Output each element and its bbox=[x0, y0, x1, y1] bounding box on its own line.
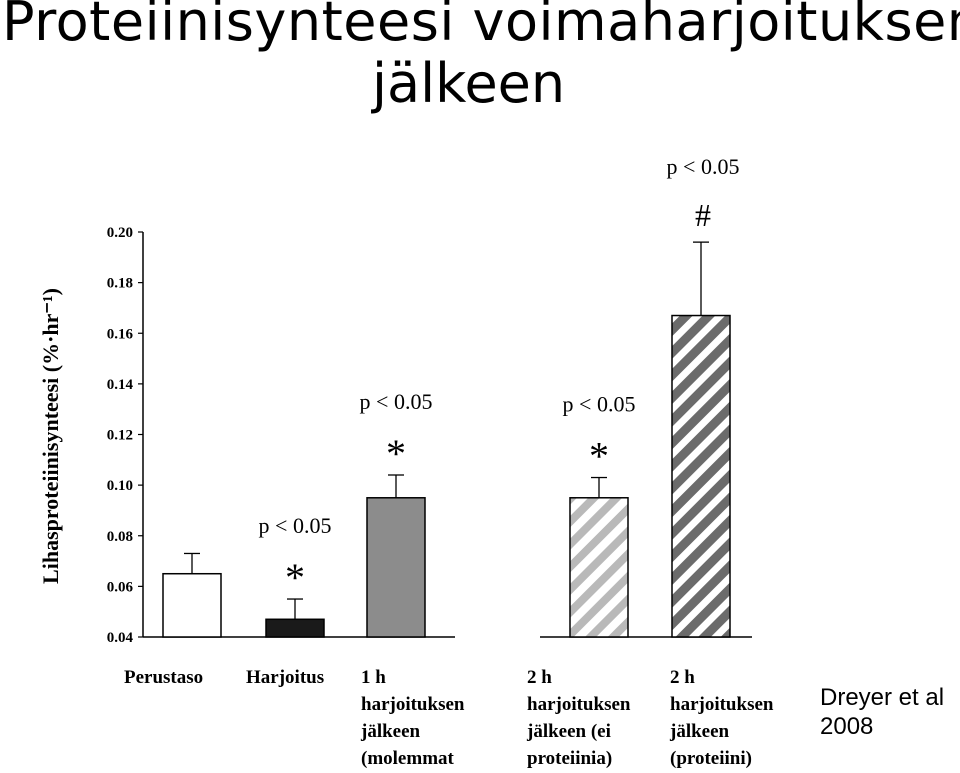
x-category-label: 2 h bbox=[527, 667, 552, 688]
y-tick-label: 0.06 bbox=[107, 579, 134, 595]
significance-mark: * bbox=[386, 431, 406, 476]
title-line-1: Proteiinisynteesi voimaharjoituksen bbox=[2, 0, 960, 53]
y-tick-label: 0.04 bbox=[107, 630, 134, 646]
bar bbox=[265, 618, 325, 638]
significance-mark: * bbox=[589, 434, 609, 479]
x-category-label: (proteiini) bbox=[670, 748, 752, 769]
y-tick-label: 0.08 bbox=[107, 529, 133, 545]
y-tick-label: 0.12 bbox=[107, 428, 133, 444]
y-tick-label: 0.14 bbox=[107, 377, 134, 393]
p-value-label: p < 0.05 bbox=[667, 154, 740, 179]
slide-title: Proteiinisynteesi voimaharjoituksen jälk… bbox=[0, 0, 960, 114]
x-category-label: harjoituksen bbox=[527, 694, 631, 715]
bar bbox=[671, 314, 731, 638]
bar bbox=[366, 497, 426, 638]
p-value-label: p < 0.05 bbox=[563, 392, 636, 417]
y-tick-label: 0.20 bbox=[107, 225, 133, 241]
bar bbox=[162, 572, 222, 638]
x-category-label: Perustaso bbox=[124, 667, 203, 688]
x-category-label: proteiinia) bbox=[527, 748, 612, 769]
x-category-label: 1 h bbox=[361, 667, 386, 688]
x-category-label: harjoituksen bbox=[670, 694, 774, 715]
y-tick-label: 0.18 bbox=[107, 276, 133, 292]
y-axis-title: Lihasproteiinisynteesi (%·hr⁻¹) bbox=[38, 288, 63, 584]
p-value-label: p < 0.05 bbox=[259, 513, 332, 538]
p-value-label: p < 0.05 bbox=[360, 389, 433, 414]
chart-bars bbox=[162, 241, 731, 638]
significance-mark: * bbox=[285, 555, 305, 600]
chart-axes: 0.04 0.06 0.08 0.10 0.12 0.14 0.16 0.18 0.20 Liha… bbox=[38, 225, 752, 646]
y-tick-label: 0.10 bbox=[107, 478, 133, 494]
title-line-2: jälkeen bbox=[372, 52, 566, 115]
bar bbox=[569, 497, 629, 638]
citation-author: Dreyer et al bbox=[820, 684, 945, 711]
x-category-label: (molemmat bbox=[361, 748, 455, 769]
y-tick-label: 0.16 bbox=[107, 326, 134, 342]
citation-year: 2008 bbox=[820, 713, 874, 740]
x-category-label: 2 h bbox=[670, 667, 695, 688]
x-category-label: jälkeen (ei bbox=[526, 721, 611, 742]
chart-labels: * p < 0.05 * p < 0.05 * p < 0.05 # p < 0.05 Peru… bbox=[124, 154, 774, 769]
x-category-label: jälkeen bbox=[669, 721, 730, 742]
x-category-label: Harjoitus bbox=[246, 667, 324, 688]
significance-mark: # bbox=[695, 197, 711, 233]
x-category-label: jälkeen bbox=[360, 721, 421, 742]
citation: Dreyer et al 2008 bbox=[820, 683, 944, 741]
x-category-label: harjoituksen bbox=[361, 694, 465, 715]
